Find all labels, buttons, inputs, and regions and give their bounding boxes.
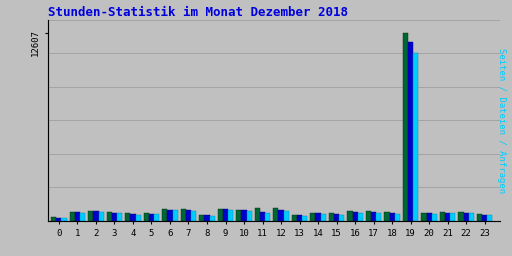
Bar (310, 212, 315, 221)
Bar (236, 209, 242, 221)
Bar (482, 215, 487, 221)
Bar (162, 209, 167, 221)
Bar (279, 210, 284, 221)
Bar (321, 214, 326, 221)
Bar (88, 211, 93, 221)
Bar (242, 210, 247, 221)
Bar (408, 42, 413, 221)
Bar (61, 218, 67, 221)
Bar (292, 215, 297, 221)
Bar (223, 209, 228, 221)
Bar (98, 212, 104, 221)
Bar (173, 210, 178, 221)
Bar (440, 212, 445, 221)
Bar (247, 211, 252, 221)
Y-axis label: Seiten / Dateien / Anfragen: Seiten / Dateien / Anfragen (498, 48, 506, 193)
Bar (70, 212, 75, 221)
Bar (136, 215, 141, 221)
Bar (352, 212, 358, 221)
Bar (209, 216, 215, 221)
Bar (334, 214, 339, 221)
Bar (385, 212, 390, 221)
Bar (191, 211, 196, 221)
Bar (413, 52, 418, 221)
Bar (426, 214, 432, 221)
Bar (284, 211, 289, 221)
Bar (347, 211, 352, 221)
Bar (93, 211, 98, 221)
Bar (131, 214, 136, 221)
Bar (144, 213, 149, 221)
Bar (395, 214, 400, 221)
Bar (106, 212, 112, 221)
Bar (390, 213, 395, 221)
Bar (366, 211, 371, 221)
Bar (445, 213, 450, 221)
Bar (51, 217, 56, 221)
Bar (358, 213, 363, 221)
Bar (458, 212, 463, 221)
Bar (167, 209, 173, 221)
Bar (228, 210, 233, 221)
Bar (297, 215, 302, 221)
Bar (260, 212, 265, 221)
Bar (75, 212, 80, 221)
Bar (112, 212, 117, 221)
Text: Stunden-Statistik im Monat Dezember 2018: Stunden-Statistik im Monat Dezember 2018 (48, 6, 348, 18)
Bar (125, 214, 131, 221)
Bar (403, 33, 408, 221)
Bar (376, 213, 381, 221)
Bar (421, 213, 426, 221)
Bar (117, 213, 122, 221)
Bar (273, 208, 279, 221)
Bar (218, 209, 223, 221)
Bar (56, 218, 61, 221)
Bar (149, 214, 154, 221)
Bar (265, 214, 270, 221)
Bar (463, 212, 469, 221)
Bar (255, 208, 260, 221)
Bar (477, 214, 482, 221)
Bar (432, 214, 437, 221)
Bar (302, 216, 307, 221)
Bar (80, 213, 85, 221)
Bar (186, 210, 191, 221)
Bar (154, 214, 159, 221)
Bar (204, 216, 209, 221)
Bar (371, 212, 376, 221)
Bar (181, 209, 186, 221)
Bar (199, 215, 204, 221)
Bar (487, 216, 493, 221)
Bar (329, 213, 334, 221)
Bar (339, 215, 345, 221)
Bar (315, 213, 321, 221)
Bar (469, 213, 474, 221)
Bar (450, 214, 456, 221)
